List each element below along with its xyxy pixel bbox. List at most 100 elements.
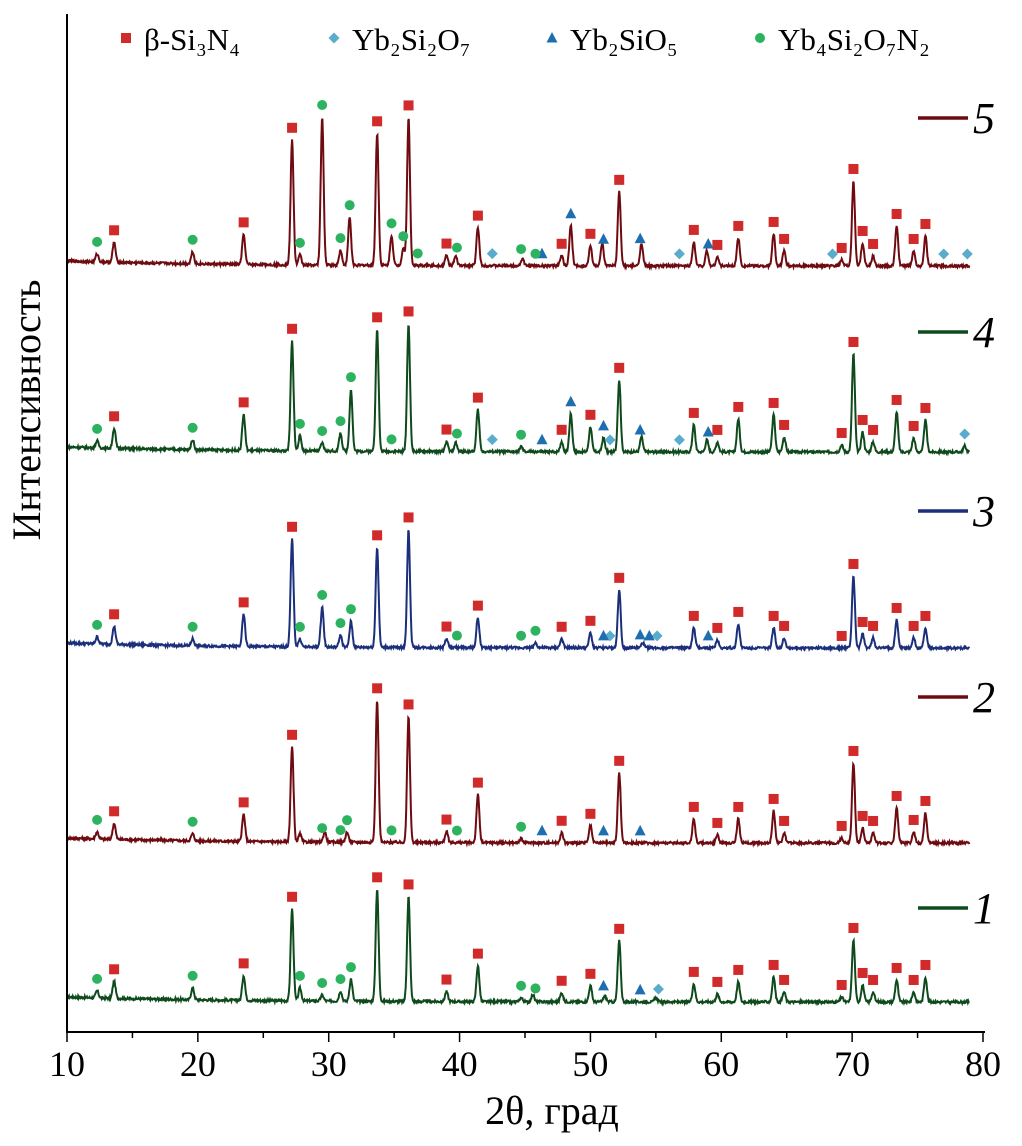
marker-si3n4 — [733, 964, 744, 975]
marker-yb2si2o7 — [938, 248, 950, 260]
marker-si3n4 — [768, 610, 779, 621]
x-tick-label: 20 — [180, 1044, 216, 1084]
marker-si3n4 — [109, 411, 120, 422]
legend-label-si3n4: β-Si₃N₄ — [144, 22, 240, 57]
marker-si3n4 — [614, 572, 625, 583]
marker-yb4si2o7n2 — [187, 422, 198, 433]
marker-si3n4 — [712, 239, 723, 250]
sample-number-5: 5 — [973, 94, 995, 143]
marker-si3n4 — [109, 964, 120, 975]
marker-yb4si2o7n2 — [317, 100, 328, 111]
marker-yb4si2o7n2 — [294, 237, 305, 248]
marker-yb4si2o7n2 — [335, 233, 346, 244]
x-tick-label: 80 — [965, 1044, 1001, 1084]
xrd-traces — [66, 118, 971, 1008]
legend: β-Si₃N₄ Yb₂Si₂O₇ Yb₂SiO₅ Yb₄Si₂O₇N₂ — [121, 22, 930, 57]
legend-item-yb2sio5: Yb₂SiO₅ — [546, 22, 678, 57]
marker-yb2si2o7 — [486, 248, 498, 260]
marker-yb2si2o7 — [604, 434, 616, 446]
marker-yb2si2o7 — [673, 248, 685, 260]
marker-si3n4 — [836, 979, 847, 990]
marker-si3n4 — [848, 163, 859, 174]
marker-si3n4 — [688, 966, 699, 977]
marker-yb4si2o7n2 — [386, 218, 397, 229]
marker-si3n4 — [712, 424, 723, 435]
marker-si3n4 — [688, 224, 699, 235]
marker-si3n4 — [372, 872, 383, 883]
sample-label-5: 5 — [918, 94, 995, 143]
marker-si3n4 — [712, 817, 723, 828]
marker-si3n4 — [238, 597, 249, 608]
marker-yb4si2o7n2 — [92, 423, 103, 434]
marker-si3n4 — [733, 220, 744, 231]
marker-si3n4 — [779, 974, 790, 985]
legend-label-yb4si2o7n2: Yb₄Si₂O₇N₂ — [778, 22, 930, 57]
marker-si3n4 — [768, 959, 779, 970]
marker-si3n4 — [848, 336, 859, 347]
legend-marker-si3n4 — [121, 33, 131, 43]
x-tick-label: 30 — [311, 1044, 347, 1084]
markers-series-3 — [92, 512, 931, 642]
marker-si3n4 — [868, 424, 879, 435]
marker-yb4si2o7n2 — [345, 372, 356, 383]
marker-yb4si2o7n2 — [92, 973, 103, 984]
legend-label-yb2sio5: Yb₂SiO₅ — [570, 22, 678, 57]
marker-si3n4 — [836, 630, 847, 641]
marker-si3n4 — [403, 512, 414, 523]
marker-yb4si2o7n2 — [530, 983, 541, 994]
markers-series-5 — [92, 100, 973, 260]
y-axis-title: Интенсивность — [4, 280, 49, 541]
marker-yb2sio5 — [536, 824, 548, 836]
x-ticks: 10 20 30 40 50 60 70 80 — [49, 1032, 1001, 1084]
marker-si3n4 — [868, 815, 879, 826]
marker-si3n4 — [287, 323, 298, 334]
marker-yb2sio5 — [598, 979, 610, 991]
marker-si3n4 — [891, 790, 902, 801]
marker-yb4si2o7n2 — [398, 231, 409, 242]
marker-yb2si2o7 — [959, 428, 971, 440]
marker-si3n4 — [472, 210, 483, 221]
marker-yb2sio5 — [634, 824, 646, 836]
marker-si3n4 — [238, 797, 249, 808]
marker-si3n4 — [733, 801, 744, 812]
markers-series-1 — [92, 872, 931, 995]
marker-si3n4 — [836, 427, 847, 438]
marker-si3n4 — [779, 419, 790, 430]
marker-si3n4 — [287, 729, 298, 740]
marker-yb4si2o7n2 — [451, 825, 462, 836]
axes — [66, 14, 985, 1033]
sample-number-2: 2 — [973, 673, 995, 722]
marker-si3n4 — [614, 755, 625, 766]
marker-yb2si2o7 — [486, 434, 498, 446]
marker-si3n4 — [779, 815, 790, 826]
marker-si3n4 — [768, 216, 779, 227]
marker-si3n4 — [585, 228, 596, 239]
marker-si3n4 — [768, 793, 779, 804]
markers-series-2 — [92, 683, 931, 836]
marker-si3n4 — [908, 974, 919, 985]
marker-yb4si2o7n2 — [317, 590, 328, 601]
marker-si3n4 — [848, 558, 859, 569]
sample-label-2: 2 — [918, 673, 995, 722]
marker-si3n4 — [372, 683, 383, 694]
marker-yb4si2o7n2 — [187, 234, 198, 245]
marker-yb4si2o7n2 — [294, 621, 305, 632]
sample-number-3: 3 — [972, 487, 995, 536]
marker-yb4si2o7n2 — [451, 428, 462, 439]
marker-yb4si2o7n2 — [516, 630, 527, 641]
marker-si3n4 — [891, 394, 902, 405]
x-tick-label: 60 — [703, 1044, 739, 1084]
marker-si3n4 — [733, 606, 744, 617]
marker-yb4si2o7n2 — [344, 200, 355, 211]
marker-si3n4 — [857, 225, 868, 236]
marker-si3n4 — [920, 959, 931, 970]
marker-yb2sio5 — [643, 629, 655, 641]
marker-si3n4 — [614, 174, 625, 185]
marker-si3n4 — [472, 392, 483, 403]
sample-label-3: 3 — [918, 487, 995, 536]
marker-si3n4 — [712, 976, 723, 987]
marker-yb2si2o7 — [961, 248, 973, 260]
trace-3 — [66, 530, 971, 653]
marker-si3n4 — [868, 238, 879, 249]
